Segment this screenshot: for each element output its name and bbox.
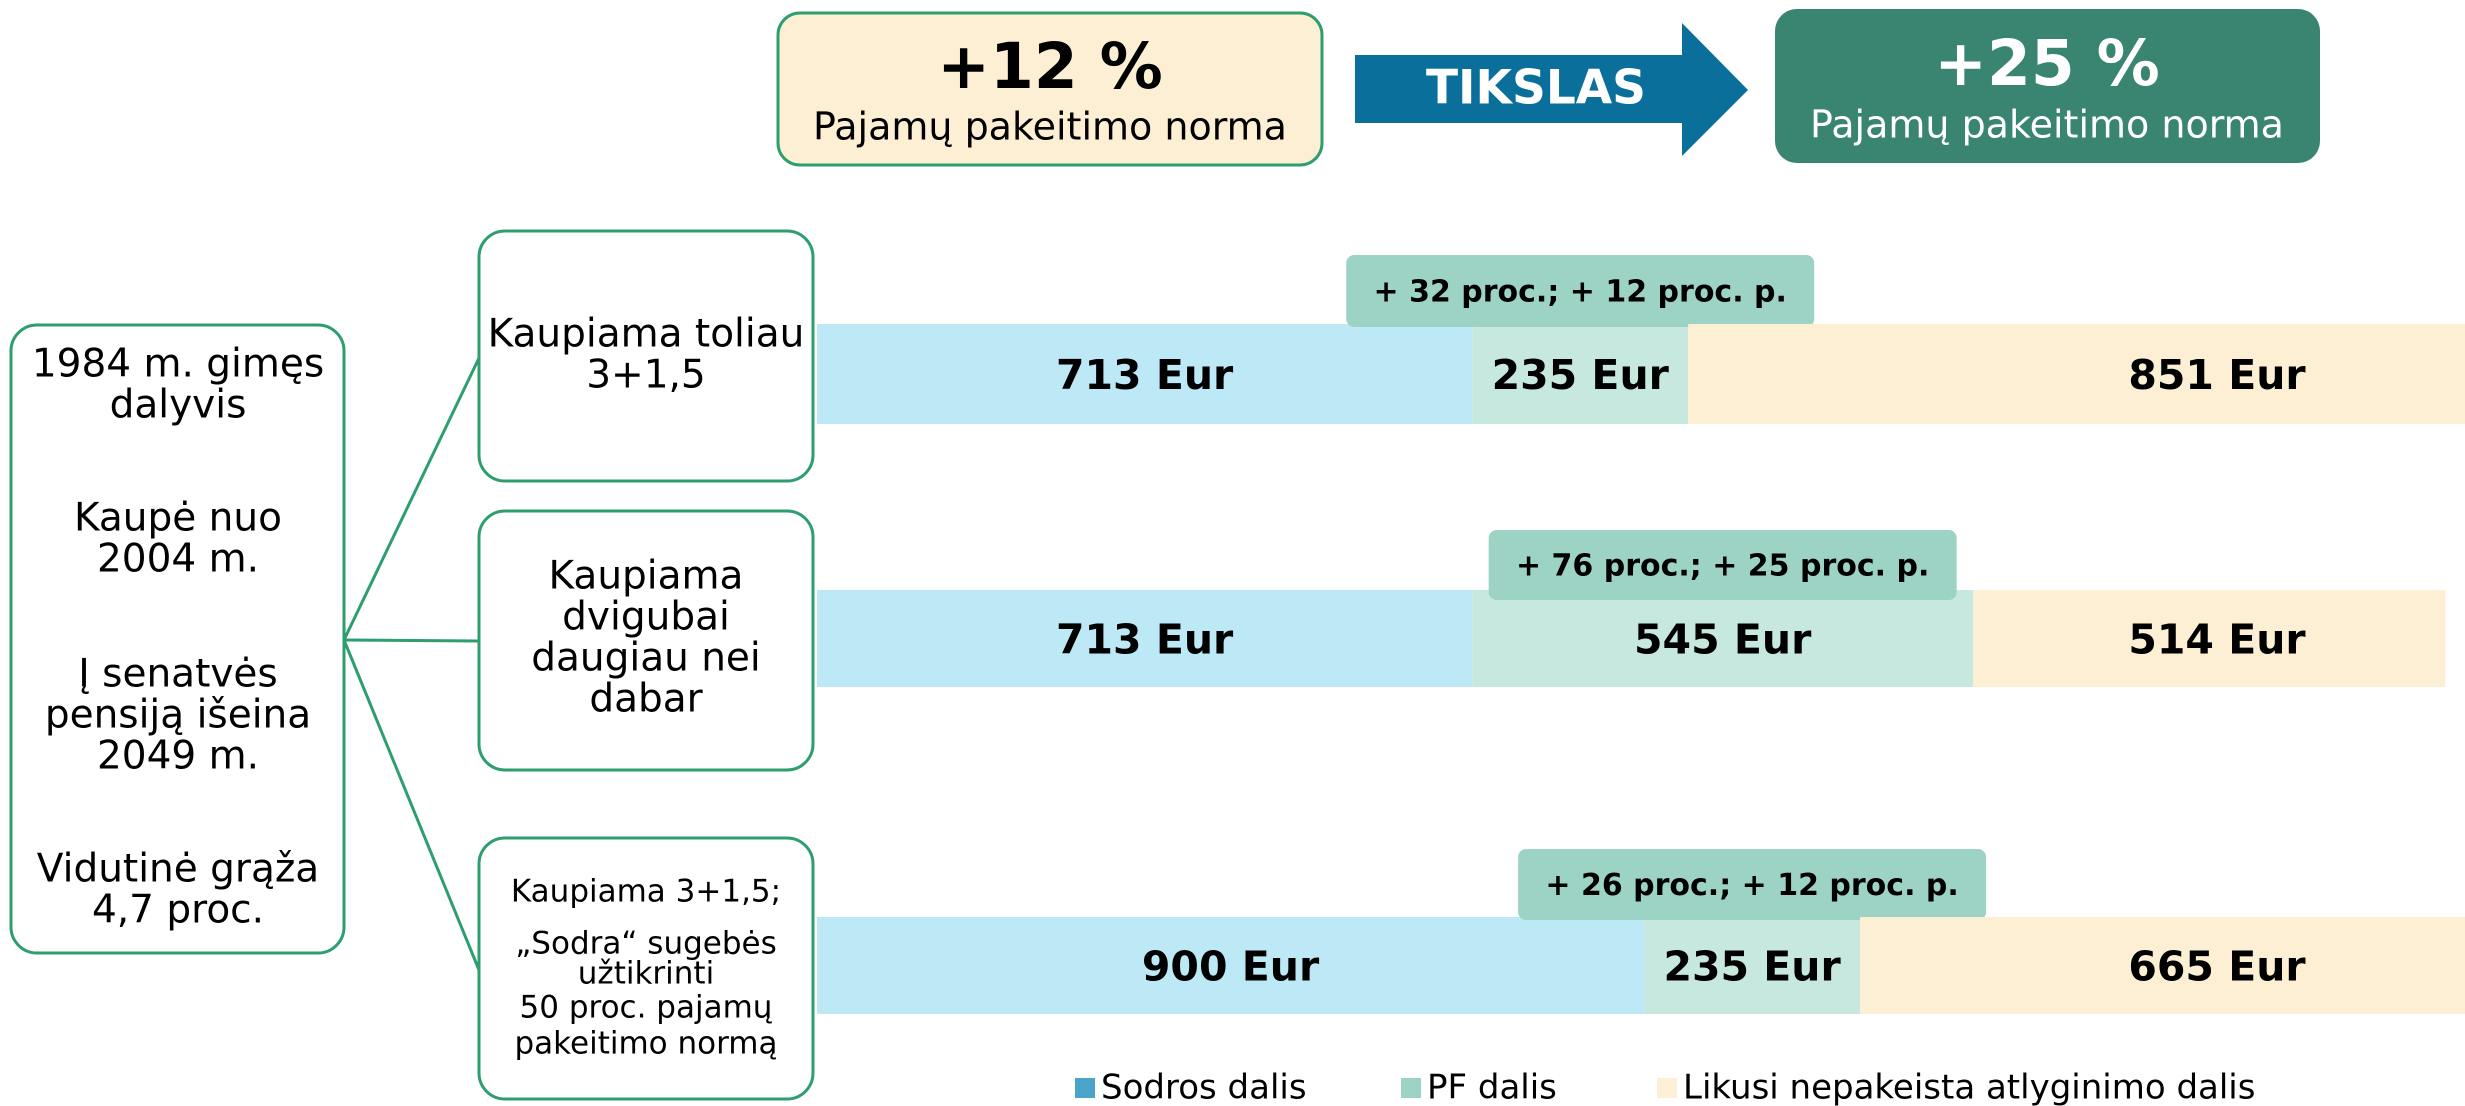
bar-segment <box>817 917 1645 1014</box>
target-box <box>1775 9 2320 163</box>
segment-label: 713 Eur <box>1056 616 1234 664</box>
segment-label: 514 Eur <box>2128 616 2306 664</box>
legend-label: Sodros dalis <box>1101 1068 1307 1106</box>
option-line: 50 proc. pajamų <box>520 990 773 1026</box>
segment-label: 545 Eur <box>1634 616 1812 664</box>
option-box <box>477 509 815 772</box>
current-value: +12 % <box>937 30 1163 103</box>
participant-line: Kaupė nuo <box>74 496 282 541</box>
connectors <box>342 357 481 971</box>
annotation-box <box>1346 255 1815 327</box>
legend-swatch <box>1657 1078 1677 1098</box>
legend-label: Likusi nepakeista atlyginimo dalis <box>1683 1068 2255 1106</box>
segment-label: 235 Eur <box>1663 943 1841 991</box>
participant-line: dalyvis <box>110 383 247 428</box>
bar-segment <box>1688 324 2465 424</box>
option-line: dvigubai <box>562 595 730 640</box>
segment-label: 851 Eur <box>2128 351 2306 399</box>
annotation: + 26 proc.; + 12 proc. p. <box>1545 868 1958 903</box>
participant-line: 2049 m. <box>97 734 259 779</box>
bar-segment <box>817 324 1473 424</box>
segment-label: 900 Eur <box>1142 943 1320 991</box>
connector <box>343 638 480 643</box>
option-box <box>477 229 815 483</box>
bar-segment <box>1472 324 1689 424</box>
bar-segment <box>1644 917 1861 1014</box>
connector <box>342 639 481 971</box>
option-line: dabar <box>589 677 703 722</box>
option-line: Kaupiama toliau <box>488 312 805 357</box>
bar-segment <box>817 590 1473 687</box>
option-line: Kaupiama 3+1,5; <box>511 874 781 910</box>
arrow <box>1355 23 1748 156</box>
participant-line: Į senatvės <box>78 652 278 697</box>
current-label: Pajamų pakeitimo norma <box>813 105 1287 149</box>
annotation: + 76 proc.; + 25 proc. p. <box>1516 549 1929 584</box>
segment-label: 713 Eur <box>1056 351 1234 399</box>
legend-swatch <box>1075 1078 1095 1098</box>
segment-label: 235 Eur <box>1492 351 1670 399</box>
participant-line: Vidutinė grąža <box>37 847 319 892</box>
participant-line: 4,7 proc. <box>92 888 264 933</box>
annotation: + 32 proc.; + 12 proc. p. <box>1374 275 1787 310</box>
option-line: užtikrinti <box>578 956 714 992</box>
option-line: daugiau nei <box>531 636 761 681</box>
annotation-box <box>1488 530 1957 600</box>
legend-label: PF dalis <box>1427 1068 1557 1106</box>
target-label: Pajamų pakeitimo norma <box>1810 103 2284 147</box>
option-line: „Sodra“ sugebės <box>515 926 777 962</box>
annotation-box <box>1518 849 1987 920</box>
option-box <box>477 836 815 1101</box>
current-box <box>776 11 1324 167</box>
bar-segment <box>1860 917 2465 1014</box>
option-line: pakeitimo normą <box>514 1026 777 1062</box>
target-value: +25 % <box>1934 27 2160 100</box>
participant-line: 1984 m. gimęs <box>32 342 324 387</box>
participant-line: pensiją išeina <box>45 693 311 738</box>
bar-segment <box>1472 590 1974 687</box>
connector <box>342 357 481 641</box>
legend-swatch <box>1401 1078 1421 1098</box>
segment-label: 665 Eur <box>2128 943 2306 991</box>
bar-segment <box>1973 590 2446 687</box>
option-line: 3+1,5 <box>586 353 706 398</box>
option-line: Kaupiama <box>549 554 744 599</box>
participant-line: 2004 m. <box>97 537 259 582</box>
arrow-label: TIKSLAS <box>1426 61 1646 116</box>
